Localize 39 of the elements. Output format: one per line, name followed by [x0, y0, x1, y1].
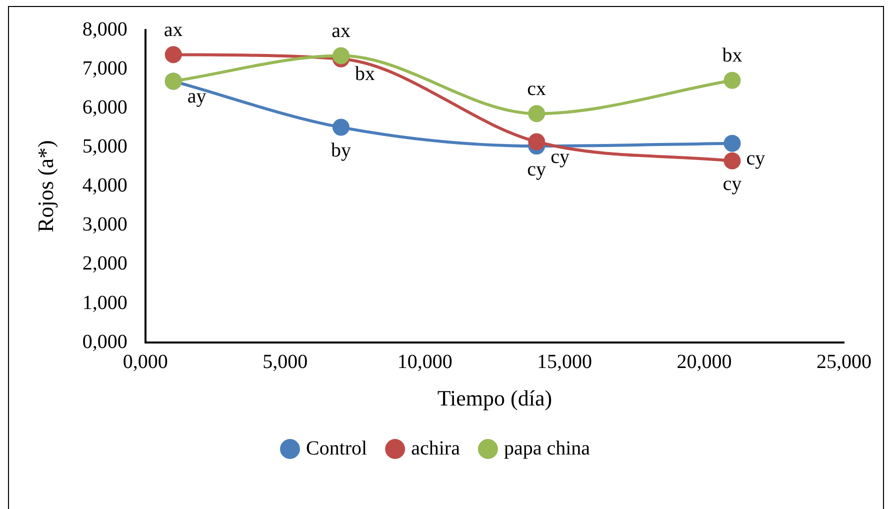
x-tick-label: 25,000: [816, 350, 872, 373]
point: [528, 133, 546, 150]
x-tick-label: 0,000: [122, 350, 168, 373]
data-label: by: [331, 140, 352, 162]
x-axis-title: Tiempo (día): [437, 386, 552, 411]
y-tick-label: 6,000: [82, 96, 128, 118]
data-label: ax: [164, 18, 183, 41]
point: [528, 105, 546, 122]
data-label: cx: [527, 78, 546, 100]
y-tick-label: 8,000: [82, 18, 128, 40]
data-label: cy: [746, 148, 766, 170]
data-label: bx: [355, 63, 376, 86]
point: [724, 72, 741, 89]
y-tick-label: 3,000: [82, 214, 128, 236]
x-tick-label: 5,000: [262, 350, 308, 373]
y-axis-title: Rojos (a*): [32, 140, 58, 232]
legend-label: papa china: [504, 437, 590, 460]
x-tick-label: 20,000: [676, 350, 732, 373]
data-label: bx: [722, 44, 742, 67]
y-tick-label: 2,000: [82, 252, 128, 275]
x-tick-label: 10,000: [397, 350, 452, 373]
legend-label: achira: [411, 437, 460, 460]
point: [332, 47, 350, 64]
y-tick-label: 1,000: [82, 292, 128, 314]
y-tick-label: 4,000: [82, 174, 128, 197]
legend-label: Control: [306, 437, 368, 460]
data-label: cy: [527, 158, 546, 180]
data-label: ay: [187, 85, 206, 108]
y-tick-label: 7,000: [82, 57, 128, 80]
point: [724, 134, 741, 152]
data-label: ax: [332, 20, 350, 42]
point: [164, 46, 182, 64]
y-tick-label: 0,000: [82, 330, 128, 353]
x-tick-label: 15,000: [537, 350, 592, 373]
point: [332, 118, 350, 136]
point: [724, 152, 741, 170]
data-label: cy: [550, 146, 570, 168]
data-label: cy: [722, 173, 742, 196]
y-tick-label: 5,000: [82, 135, 128, 158]
